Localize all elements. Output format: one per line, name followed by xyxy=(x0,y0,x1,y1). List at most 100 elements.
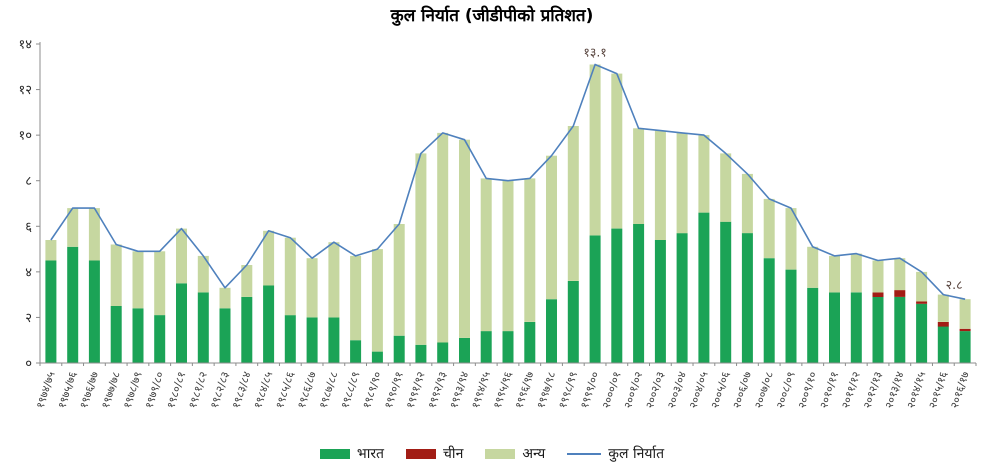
bar-segment-other xyxy=(67,208,79,247)
x-tick-label: २००९/१० xyxy=(795,370,819,410)
bar-segment-other xyxy=(829,255,840,293)
bar-segment-india xyxy=(154,315,166,363)
bar-segment-india xyxy=(763,258,775,363)
bar-segment-other xyxy=(219,287,231,309)
x-tick-label: १९८८/८९ xyxy=(338,370,362,410)
x-tick-label: २००२/०३ xyxy=(643,370,667,410)
y-tick-label: ६ xyxy=(25,220,32,235)
bar-segment-other xyxy=(328,242,340,318)
y-tick-label: ४ xyxy=(25,265,32,280)
legend-item: कुल निर्यात xyxy=(567,444,664,463)
bar-segment-other xyxy=(502,180,514,332)
x-tick-label: १९७९/८० xyxy=(142,370,166,410)
bar-segment-india xyxy=(306,317,318,363)
legend-label: भारत xyxy=(356,446,385,462)
x-tick-label: १९७८/७९ xyxy=(121,370,145,410)
bar-segment-other xyxy=(937,294,949,322)
legend-swatch-line xyxy=(567,452,602,455)
x-tick-label: १९९४/९५ xyxy=(469,370,493,410)
bar-segment-other xyxy=(785,208,797,270)
x-tick-label: २००४/०५ xyxy=(687,370,711,410)
x-tick-label: २०१५/१६ xyxy=(926,370,950,410)
legend-item: भारत xyxy=(319,444,385,463)
bar-segment-other xyxy=(263,230,275,286)
bar-segment-india xyxy=(67,246,79,363)
bar-segment-india xyxy=(197,292,209,363)
y-tick-label: १४ xyxy=(18,38,32,53)
bar-segment-india xyxy=(698,212,710,363)
bar-segment-india xyxy=(45,260,57,363)
x-tick-label: १९९०/९१ xyxy=(382,370,406,410)
bar-segment-india xyxy=(371,351,383,363)
bar-segment-china xyxy=(916,301,928,304)
bar-segment-india xyxy=(350,340,362,363)
x-tick-label: १९८०/८१ xyxy=(164,370,188,410)
legend-label: चीन xyxy=(443,446,464,462)
bar-segment-other xyxy=(654,130,666,240)
bar-segment-india xyxy=(720,221,732,363)
bar-segment-india xyxy=(829,292,840,363)
x-tick-label: १९८९/९० xyxy=(360,370,384,410)
bar-segment-other xyxy=(633,128,645,224)
bar-segment-other xyxy=(350,255,362,341)
y-tick-label: ८ xyxy=(25,174,32,189)
legend-swatch-china xyxy=(406,448,437,459)
chart-legend: भारत चीन अन्य कुल निर्यात xyxy=(0,444,984,463)
x-tick-label: १९९६/९७ xyxy=(513,370,537,410)
bar-segment-other xyxy=(872,260,884,293)
bar-segment-other xyxy=(720,153,732,222)
bar-segment-india xyxy=(937,326,949,363)
x-tick-label: १९९८/९९ xyxy=(556,370,580,410)
legend-label: अन्य xyxy=(522,446,546,462)
bar-segment-india xyxy=(219,308,231,363)
legend-item: चीन xyxy=(406,444,463,463)
x-tick-label: १९८४/८५ xyxy=(251,370,275,410)
x-tick-label: १९९३/९४ xyxy=(447,370,471,410)
x-tick-label: २०१३/१४ xyxy=(883,370,907,410)
bar-segment-india xyxy=(328,317,340,363)
bar-segment-india xyxy=(284,315,296,363)
bar-segment-india xyxy=(176,283,187,364)
bar-segment-other xyxy=(459,139,470,338)
x-tick-label: २०१२/१३ xyxy=(861,370,885,410)
bar-segment-india xyxy=(633,224,645,363)
bar-segment-other xyxy=(197,255,209,293)
y-tick-label: ० xyxy=(25,357,32,372)
bar-segment-other xyxy=(546,155,557,300)
bar-segment-other xyxy=(284,237,296,316)
bar-segment-other xyxy=(611,73,623,229)
bar-segment-india xyxy=(807,287,819,363)
x-tick-label: १९७७/७८ xyxy=(99,370,123,410)
y-tick-label: १२ xyxy=(18,83,32,98)
bar-segment-china xyxy=(937,322,949,327)
x-tick-label: २०१६/१७ xyxy=(948,370,972,410)
bar-segment-china xyxy=(872,292,884,297)
bar-segment-india xyxy=(611,228,623,363)
bar-segment-india xyxy=(546,299,557,363)
bar-segment-other xyxy=(763,198,775,259)
x-tick-label: १९८६/८७ xyxy=(295,370,319,410)
x-tick-label: २०१०/११ xyxy=(817,370,841,410)
x-tick-label: २००१/०२ xyxy=(621,370,645,410)
x-tick-label: २००७/०८ xyxy=(752,370,776,410)
x-tick-label: २०१४/१५ xyxy=(904,370,928,410)
bar-segment-india xyxy=(263,285,275,363)
bar-segment-india xyxy=(524,322,536,363)
bar-segment-india xyxy=(676,233,688,363)
bar-segment-india xyxy=(741,233,753,363)
bar-segment-india xyxy=(459,337,470,363)
bar-segment-other xyxy=(437,132,449,343)
bar-segment-india xyxy=(959,331,971,363)
bar-segment-india xyxy=(894,296,906,363)
bar-segment-other xyxy=(176,228,187,284)
bar-segment-india xyxy=(110,306,122,363)
x-tick-label: १९७५/७६ xyxy=(55,370,79,410)
bar-segment-other xyxy=(698,135,710,213)
bar-segment-china xyxy=(959,328,971,332)
bar-segment-india xyxy=(785,269,797,363)
bar-segment-other xyxy=(567,126,579,281)
x-tick-label: १९९२/९३ xyxy=(425,370,449,410)
x-tick-label: २००५/०६ xyxy=(708,370,732,410)
bar-segment-other xyxy=(959,299,971,329)
